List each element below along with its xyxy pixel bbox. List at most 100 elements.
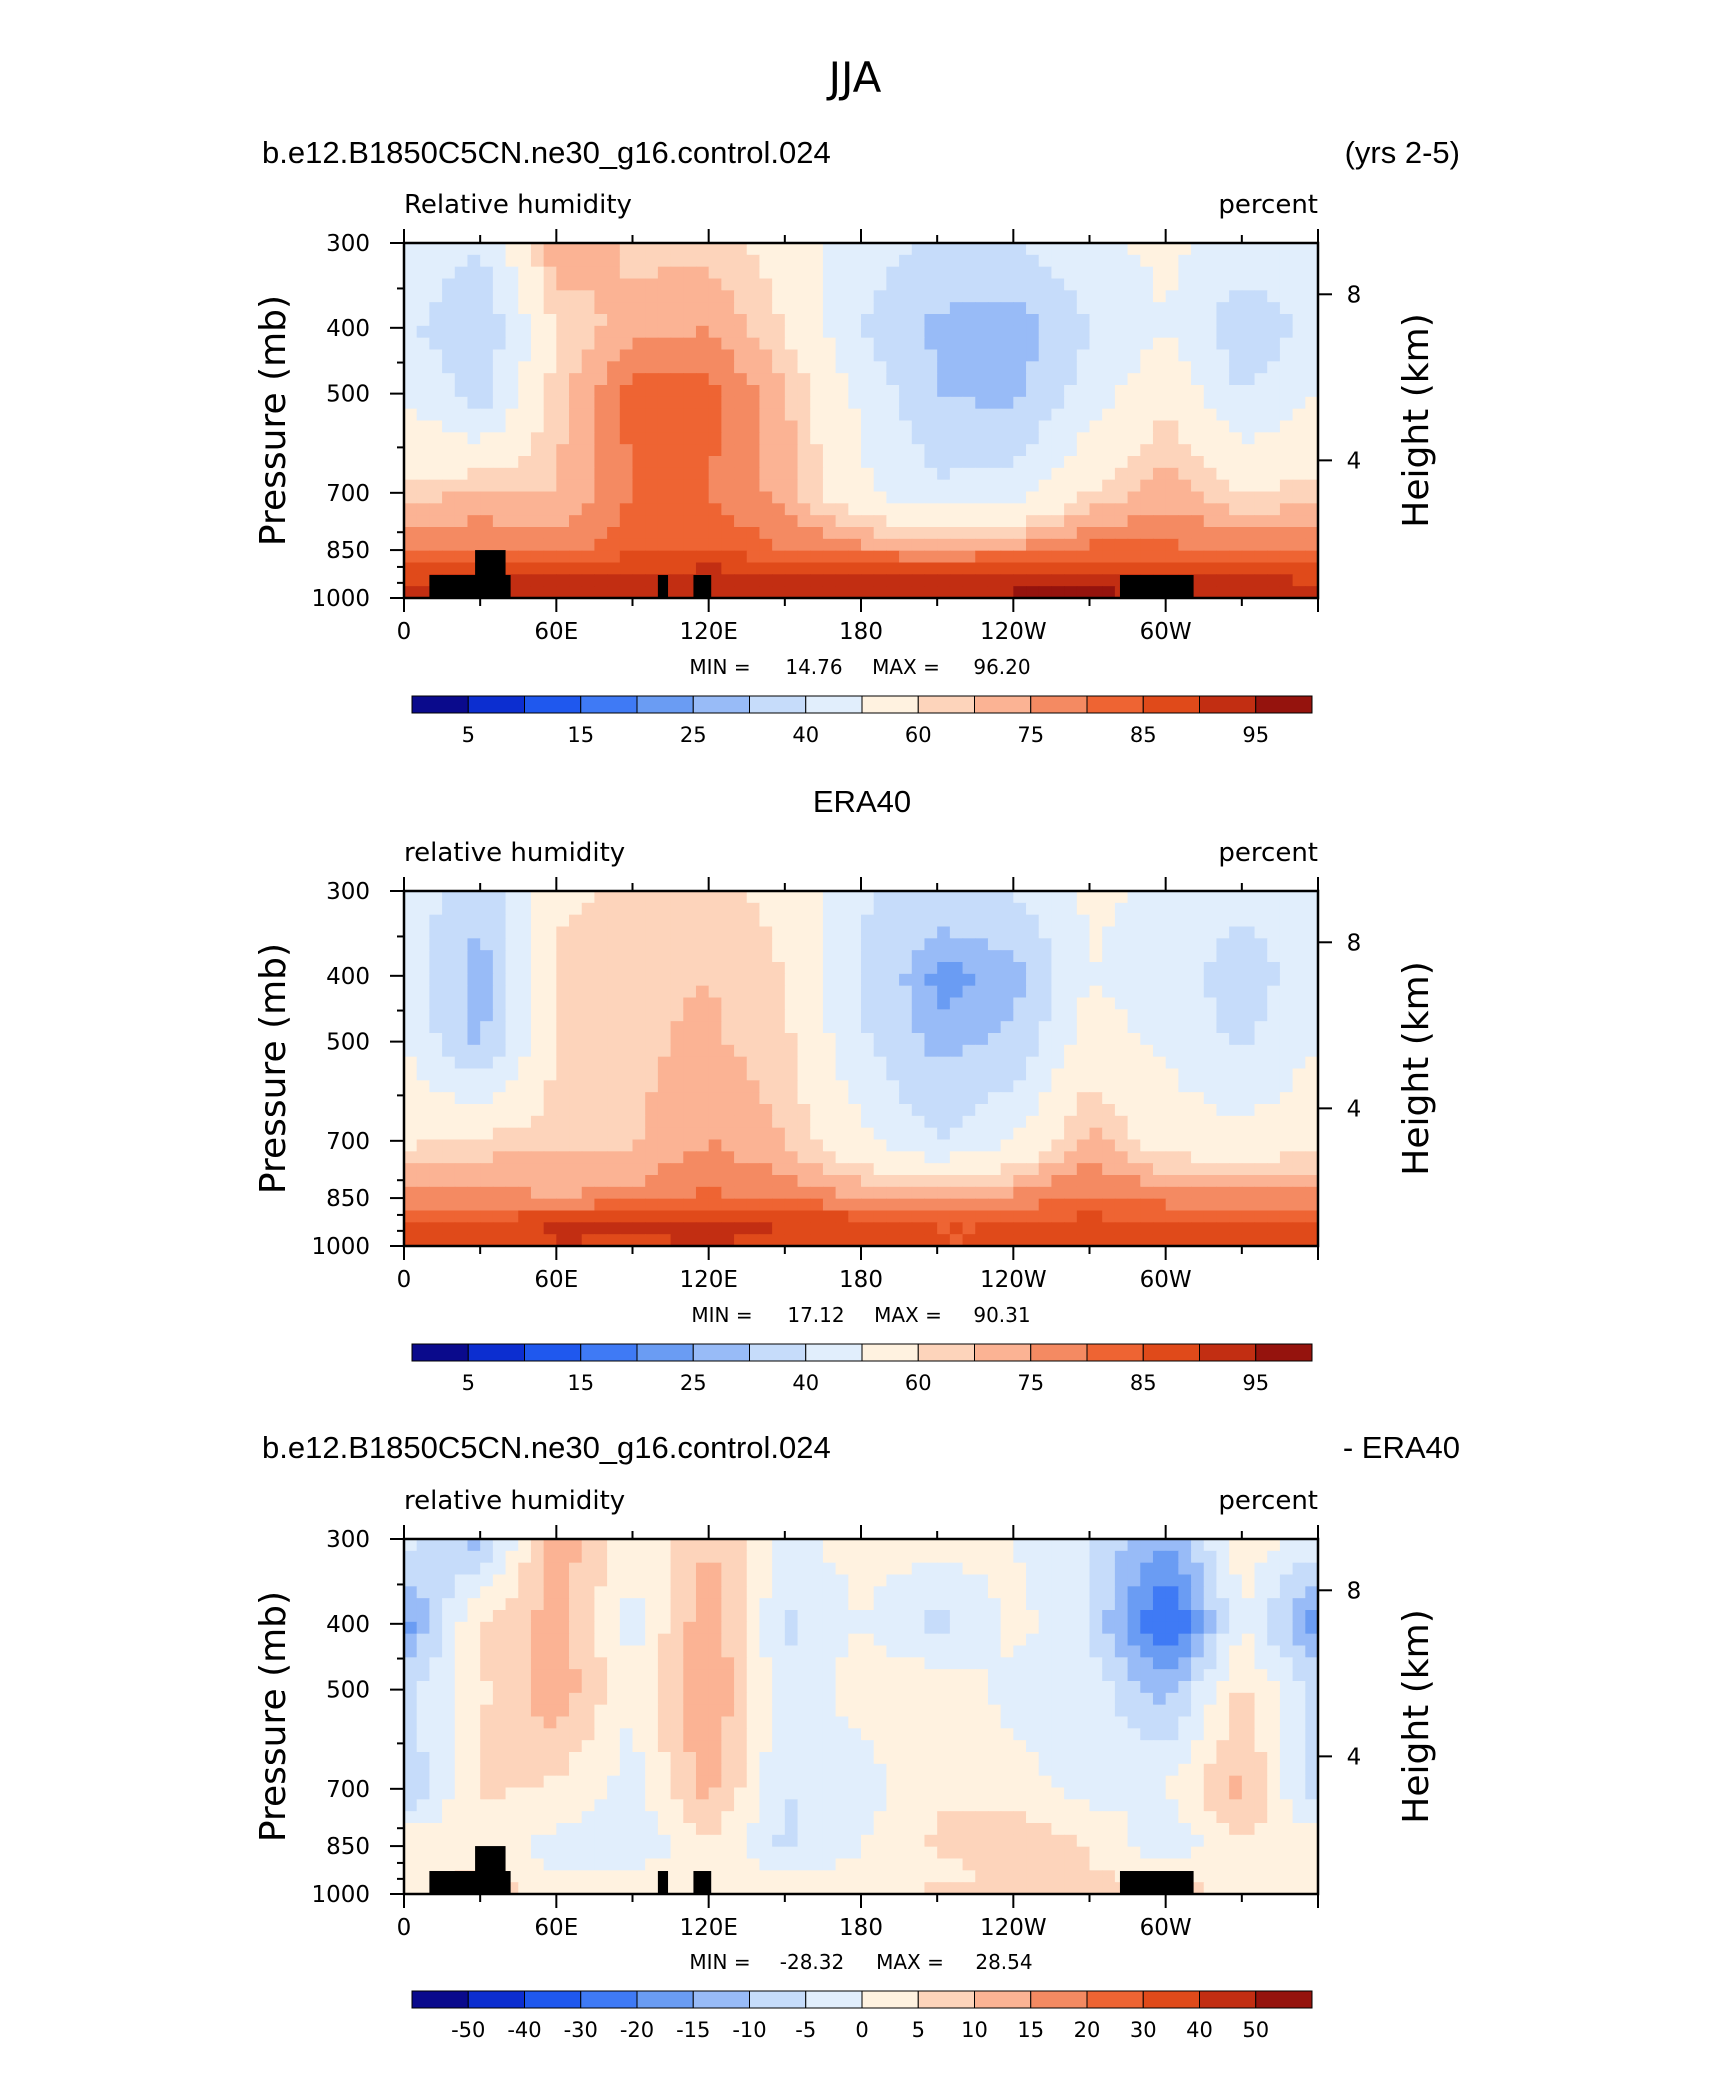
contour-cell: [1152, 914, 1167, 928]
x-tick-label: 180: [839, 619, 883, 645]
contour-cell: [1026, 1175, 1040, 1188]
contour-cell: [1152, 361, 1167, 374]
contour-cell: [1026, 1080, 1040, 1093]
contour-cell: [822, 938, 837, 951]
contour-cell: [784, 527, 799, 540]
contour-cell: [1051, 1550, 1065, 1564]
contour-cell: [1229, 408, 1243, 422]
contour-cell: [861, 997, 875, 1010]
contour-cell: [949, 985, 964, 999]
contour-cell: [454, 491, 469, 504]
contour-cell: [949, 290, 964, 303]
contour-cell: [416, 527, 430, 540]
contour-cell: [1000, 902, 1014, 916]
contour-cell: [746, 314, 761, 327]
contour-cell: [556, 1044, 570, 1058]
contour-cell: [695, 1044, 710, 1058]
contour-cell: [721, 337, 735, 351]
contour-cell: [1013, 950, 1027, 963]
contour-cell: [569, 1598, 583, 1611]
contour-cell: [1279, 385, 1294, 398]
contour-cell: [505, 938, 519, 951]
contour-cell: [492, 985, 507, 999]
contour-cell: [505, 325, 519, 339]
contour-cell: [1165, 515, 1179, 528]
contour-cell: [1229, 527, 1243, 540]
contour-cell: [480, 1234, 494, 1247]
contour-cell: [1140, 938, 1154, 951]
contour-cell: [429, 479, 443, 493]
contour-cell: [505, 467, 519, 481]
contour-cell: [708, 1222, 722, 1235]
contour-cell: [924, 926, 938, 939]
contour-cell: [1051, 985, 1065, 999]
contour-cell: [416, 337, 430, 351]
contour-cell: [937, 1186, 951, 1200]
contour-cell: [810, 1068, 824, 1081]
contour-cell: [1279, 278, 1294, 291]
contour-cell: [1089, 997, 1103, 1010]
contour-cell: [404, 515, 418, 528]
contour-cell: [404, 266, 418, 280]
contour-cell: [937, 1610, 951, 1623]
contour-cell: [1127, 325, 1141, 339]
contour-cell: [657, 1068, 672, 1081]
contour-cell: [429, 538, 443, 552]
contour-cell: [949, 1175, 964, 1188]
contour-cell: [848, 243, 862, 256]
contour-cell: [1267, 527, 1281, 540]
contour-cell: [1279, 1021, 1294, 1034]
contour-cell: [569, 432, 583, 445]
contour-cell: [848, 1009, 862, 1022]
y-tick-label: 1000: [311, 1234, 370, 1260]
contour-cell: [645, 290, 659, 303]
contour-cell: [1305, 1104, 1319, 1117]
contour-cell: [1203, 1234, 1218, 1247]
contour-cell: [1152, 503, 1167, 516]
contour-cell: [454, 1550, 469, 1564]
contour-cell: [619, 349, 634, 362]
contour-cell: [1178, 527, 1192, 540]
contour-cell: [1127, 491, 1141, 504]
contour-cell: [1140, 325, 1154, 339]
contour-cell: [1064, 1598, 1078, 1611]
contour-cell: [518, 1115, 532, 1129]
contour-cell: [1165, 1598, 1179, 1611]
contour-cell: [1216, 938, 1230, 951]
contour-cell: [645, 361, 659, 374]
contour-cell: [683, 385, 697, 398]
contour-cell: [1191, 538, 1205, 552]
contour-cell: [975, 938, 989, 951]
contour-cell: [683, 1234, 697, 1247]
contour-cell: [492, 444, 507, 457]
contour-cell: [1241, 479, 1256, 493]
contour-cell: [1191, 962, 1205, 975]
contour-cell: [1229, 902, 1243, 916]
contour-cell: [810, 467, 824, 481]
contour-cell: [543, 1104, 557, 1117]
contour-cell: [822, 1104, 837, 1117]
contour-cell: [695, 420, 710, 433]
contour-cell: [683, 1080, 697, 1093]
contour-cell: [962, 1550, 976, 1564]
contour-cell: [975, 314, 989, 327]
contour-cell: [797, 527, 811, 540]
contour-cell: [1127, 396, 1141, 410]
contour-cell: [594, 962, 608, 975]
contour-cell: [1191, 1222, 1205, 1235]
colorbar-swatch: [1142, 695, 1200, 714]
contour-cell: [1127, 938, 1141, 951]
contour-cell: [404, 1115, 418, 1129]
contour-cell: [899, 1210, 913, 1223]
contour-cell: [873, 1104, 887, 1117]
contour-cell: [899, 1127, 913, 1141]
contour-cell: [1191, 1092, 1205, 1105]
contour-cell: [848, 1610, 862, 1623]
contour-cell: [1127, 1550, 1141, 1564]
contour-cell: [1013, 1598, 1027, 1611]
contour-cell: [810, 314, 824, 327]
contour-cell: [1102, 950, 1116, 963]
contour-cell: [1140, 1186, 1154, 1200]
contour-cell: [416, 985, 430, 999]
contour-cell: [594, 290, 608, 303]
